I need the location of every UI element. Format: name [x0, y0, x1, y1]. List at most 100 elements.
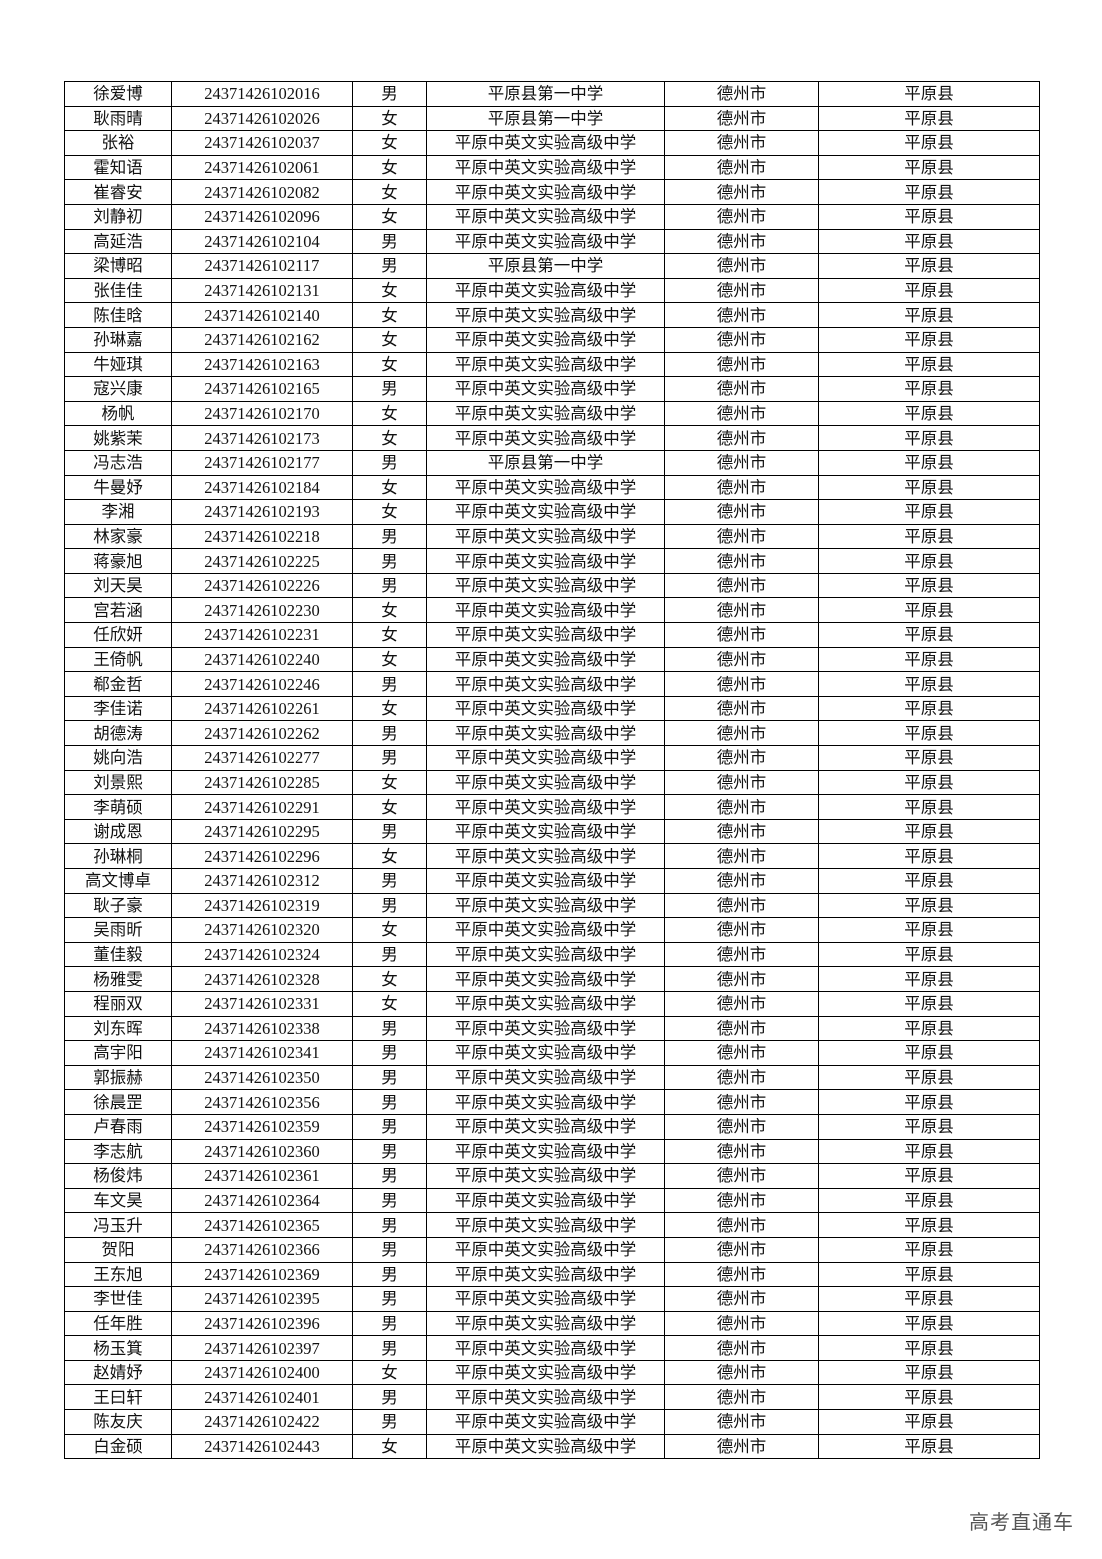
school-cell: 平原中英文实验高级中学 — [426, 523, 665, 550]
exam-number-cell: 24371426102226 — [171, 572, 353, 599]
gender-cell: 男 — [352, 941, 427, 968]
gender-cell: 女 — [352, 302, 427, 328]
student-name-cell: 牛娅琪 — [64, 351, 172, 378]
gender-cell: 男 — [352, 720, 427, 747]
city-cell: 德州市 — [664, 179, 819, 205]
gender-cell: 男 — [352, 228, 427, 255]
county-cell: 平原县 — [818, 1113, 1040, 1140]
table-row: 高文博卓 24371426102312 男平原中英文实验高级中学 德州市 平原县 — [64, 868, 1040, 894]
county-cell: 平原县 — [818, 1089, 1040, 1115]
city-cell: 德州市 — [664, 1015, 819, 1042]
gender-cell: 男 — [352, 745, 427, 771]
exam-number-cell: 24371426102324 — [171, 941, 353, 968]
county-cell: 平原县 — [818, 1040, 1040, 1066]
school-cell: 平原中英文实验高级中学 — [426, 548, 665, 574]
student-name-cell: 刘天昊 — [64, 572, 172, 599]
gender-cell: 男 — [352, 671, 427, 697]
city-cell: 德州市 — [664, 154, 819, 181]
county-cell: 平原县 — [818, 1409, 1040, 1435]
city-cell: 德州市 — [664, 769, 819, 796]
school-cell: 平原中英文实验高级中学 — [426, 228, 665, 255]
city-cell: 德州市 — [664, 695, 819, 722]
city-cell: 德州市 — [664, 1040, 819, 1066]
gender-cell: 女 — [352, 400, 427, 427]
gender-cell: 男 — [352, 1384, 427, 1411]
county-cell: 平原县 — [818, 449, 1040, 476]
student-name-cell: 王倚帆 — [64, 646, 172, 673]
student-name-cell: 杨玉箕 — [64, 1335, 172, 1361]
gender-cell: 女 — [352, 474, 427, 501]
student-name-cell: 张佳佳 — [64, 277, 172, 304]
school-cell: 平原中英文实验高级中学 — [426, 917, 665, 943]
county-cell: 平原县 — [818, 794, 1040, 820]
school-cell: 平原中英文实验高级中学 — [426, 720, 665, 747]
student-name-cell: 李萌硕 — [64, 794, 172, 820]
exam-number-cell: 24371426102360 — [171, 1138, 353, 1165]
student-name-cell: 卢春雨 — [64, 1113, 172, 1140]
city-cell: 德州市 — [664, 449, 819, 476]
exam-number-cell: 24371426102277 — [171, 745, 353, 771]
table-row: 刘天昊 24371426102226 男平原中英文实验高级中学 德州市 平原县 — [64, 572, 1040, 599]
school-cell: 平原中英文实验高级中学 — [426, 277, 665, 304]
student-name-cell: 李志航 — [64, 1138, 172, 1165]
table-row: 霍知语 24371426102061 女平原中英文实验高级中学 德州市 平原县 — [64, 154, 1040, 181]
exam-number-cell: 24371426102225 — [171, 548, 353, 574]
city-cell: 德州市 — [664, 1089, 819, 1115]
gender-cell: 女 — [352, 499, 427, 525]
gender-cell: 女 — [352, 351, 427, 378]
student-name-cell: 谢成恩 — [64, 818, 172, 845]
city-cell: 德州市 — [664, 548, 819, 574]
county-cell: 平原县 — [818, 425, 1040, 451]
city-cell: 德州市 — [664, 1384, 819, 1411]
table-row: 耿子豪 24371426102319 男平原中英文实验高级中学 德州市 平原县 — [64, 892, 1040, 919]
table-row: 梁博昭 24371426102117 男平原县第一中学 德州市 平原县 — [64, 253, 1040, 279]
gender-cell: 男 — [352, 1113, 427, 1140]
city-cell: 德州市 — [664, 646, 819, 673]
county-cell: 平原县 — [818, 1310, 1040, 1337]
exam-number-cell: 24371426102320 — [171, 917, 353, 943]
exam-number-cell: 24371426102173 — [171, 425, 353, 451]
county-cell: 平原县 — [818, 179, 1040, 205]
table-body: 徐爱博 24371426102016 男平原县第一中学 德州市 平原县 耿雨晴 243714… — [64, 81, 1040, 1460]
gender-cell: 女 — [352, 646, 427, 673]
city-cell: 德州市 — [664, 326, 819, 353]
gender-cell: 男 — [352, 1286, 427, 1312]
exam-number-cell: 24371426102395 — [171, 1286, 353, 1312]
city-cell: 德州市 — [664, 1359, 819, 1386]
county-cell: 平原县 — [818, 105, 1040, 132]
exam-number-cell: 24371426102026 — [171, 105, 353, 132]
gender-cell: 男 — [352, 1409, 427, 1435]
county-cell: 平原县 — [818, 892, 1040, 919]
exam-number-cell: 24371426102366 — [171, 1236, 353, 1263]
student-name-cell: 任欣妍 — [64, 622, 172, 648]
table-row: 车文昊 24371426102364 男平原中英文实验高级中学 德州市 平原县 — [64, 1187, 1040, 1214]
table-row: 王东旭 24371426102369 男平原中英文实验高级中学 德州市 平原县 — [64, 1261, 1040, 1288]
exam-number-cell: 24371426102131 — [171, 277, 353, 304]
county-cell: 平原县 — [818, 1138, 1040, 1165]
city-cell: 德州市 — [664, 1236, 819, 1263]
table-row: 冯玉升 24371426102365 男平原中英文实验高级中学 德州市 平原县 — [64, 1212, 1040, 1238]
student-name-cell: 崔睿安 — [64, 179, 172, 205]
city-cell: 德州市 — [664, 1409, 819, 1435]
student-name-cell: 霍知语 — [64, 154, 172, 181]
exam-number-cell: 24371426102285 — [171, 769, 353, 796]
table-row: 董佳毅 24371426102324 男平原中英文实验高级中学 德州市 平原县 — [64, 941, 1040, 968]
school-cell: 平原中英文实验高级中学 — [426, 1286, 665, 1312]
city-cell: 德州市 — [664, 990, 819, 1017]
county-cell: 平原县 — [818, 130, 1040, 156]
county-cell: 平原县 — [818, 720, 1040, 747]
table-row: 刘静初 24371426102096 女平原中英文实验高级中学 德州市 平原县 — [64, 203, 1040, 230]
city-cell: 德州市 — [664, 474, 819, 501]
student-name-cell: 刘东晖 — [64, 1015, 172, 1042]
exam-number-cell: 24371426102296 — [171, 843, 353, 869]
gender-cell: 男 — [352, 818, 427, 845]
student-name-cell: 陈友庆 — [64, 1409, 172, 1435]
city-cell: 德州市 — [664, 941, 819, 968]
school-cell: 平原中英文实验高级中学 — [426, 622, 665, 648]
exam-number-cell: 24371426102401 — [171, 1384, 353, 1411]
table-row: 牛曼妤 24371426102184 女平原中英文实验高级中学 德州市 平原县 — [64, 474, 1040, 501]
table-row: 赵婧妤 24371426102400 女平原中英文实验高级中学 德州市 平原县 — [64, 1359, 1040, 1386]
city-cell: 德州市 — [664, 671, 819, 697]
student-name-cell: 杨俊炜 — [64, 1163, 172, 1189]
gender-cell: 女 — [352, 154, 427, 181]
